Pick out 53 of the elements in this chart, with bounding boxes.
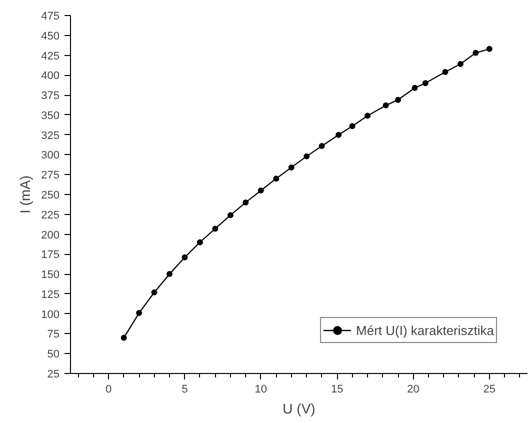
point (457, 61, 464, 68)
point (273, 176, 280, 182)
point (486, 46, 492, 52)
point (227, 212, 234, 218)
y-tick-label: 150 (41, 269, 60, 282)
y-tick-label: 325 (41, 130, 60, 142)
x-axis-title: U (V) (282, 400, 316, 416)
point (258, 188, 264, 194)
y-tick-label: 275 (41, 170, 60, 182)
y-tick-label: 100 (41, 308, 60, 321)
y-tick-label: 300 (41, 150, 60, 162)
y-tick-label: 250 (41, 190, 60, 202)
y-axis-title: I (mA) (17, 175, 34, 214)
point (288, 164, 294, 170)
x-tick-label: 5 (182, 384, 188, 396)
y-tick-label: 25 (47, 368, 60, 380)
point (196, 239, 203, 246)
y-tick-label: 200 (41, 229, 60, 242)
x-tick-label: 20 (407, 384, 420, 396)
y-tick-label: 375 (41, 90, 60, 102)
y-tick-label: 400 (41, 70, 60, 82)
y-tick-label: 125 (41, 288, 60, 301)
point (136, 310, 142, 316)
x-tick-label: 10 (254, 384, 268, 396)
y-tick-label: 175 (41, 249, 60, 262)
point (472, 50, 479, 56)
y-tick-label: 425 (41, 50, 60, 62)
x-tick-label: 25 (483, 384, 496, 396)
y-tick-label: 450 (41, 30, 60, 42)
point (212, 226, 218, 232)
point (442, 68, 448, 75)
point (318, 142, 325, 149)
y-tick-label: 50 (47, 348, 60, 361)
point (422, 80, 428, 86)
y-tick-label: 350 (41, 110, 60, 122)
point (182, 254, 188, 260)
point (151, 289, 158, 296)
point (364, 112, 371, 119)
y-tick-label: 225 (41, 209, 60, 222)
point (304, 153, 310, 160)
point (412, 84, 418, 91)
point (242, 199, 249, 206)
legend-label: Mért U(I) karakterisztika (356, 322, 494, 338)
x-tick-label: 0 (106, 384, 112, 396)
x-tick-label: 15 (330, 384, 344, 396)
point (349, 123, 356, 130)
y-tick-label: 75 (47, 328, 60, 341)
point (166, 271, 173, 278)
point (395, 96, 402, 103)
point (382, 102, 389, 108)
point (336, 132, 342, 138)
point (120, 334, 127, 341)
y-tick-label: 475 (41, 10, 60, 22)
